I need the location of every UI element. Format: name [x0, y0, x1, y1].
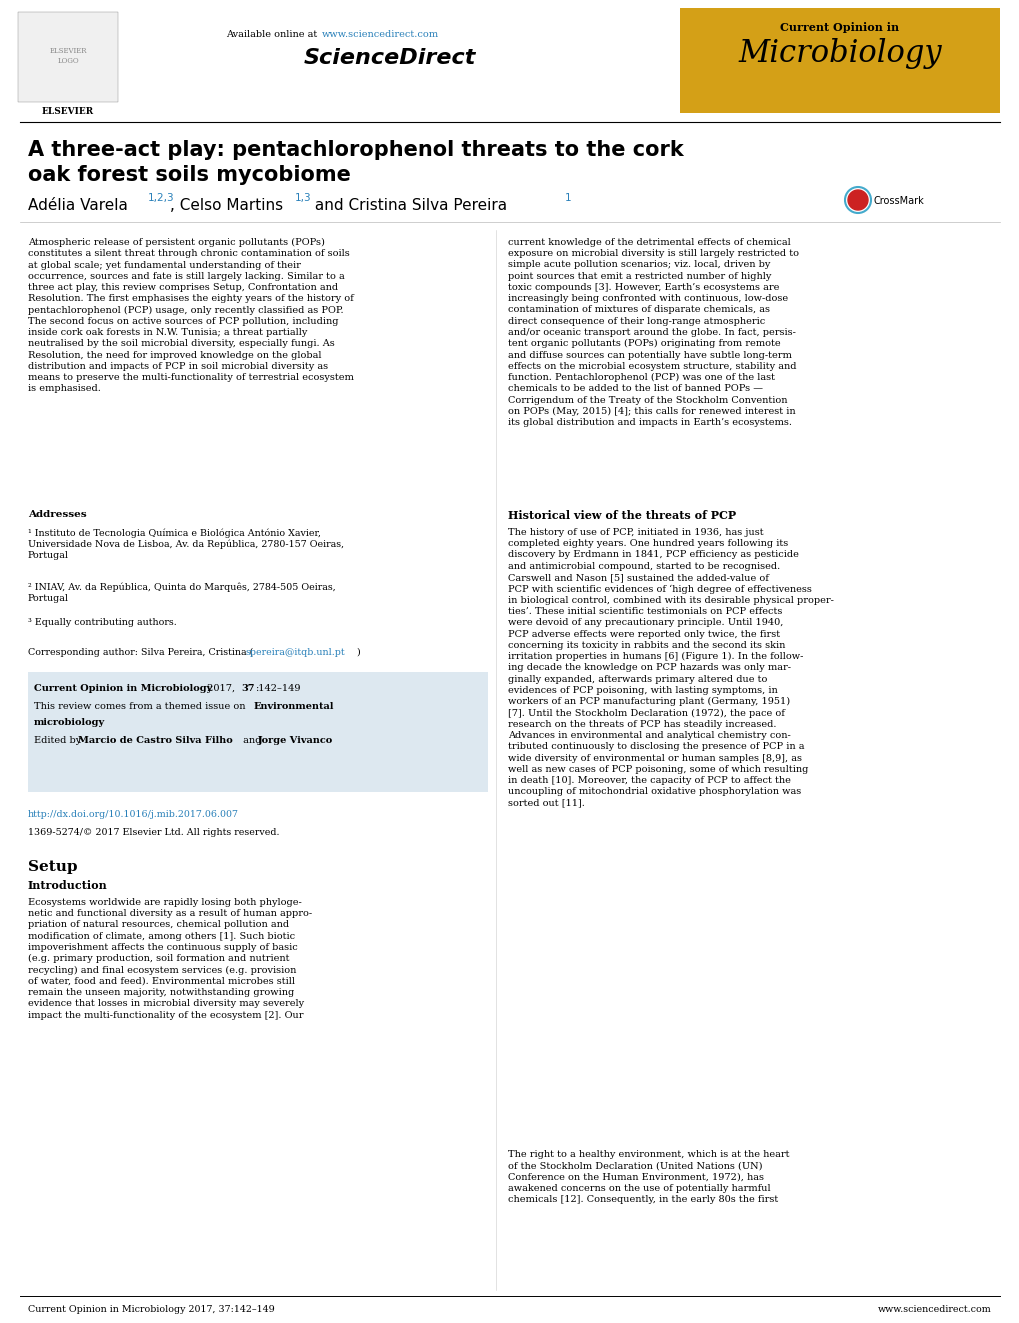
Text: Corresponding author: Silva Pereira, Cristina (: Corresponding author: Silva Pereira, Cri… [28, 648, 253, 658]
Text: 37: 37 [240, 684, 255, 693]
Text: Introduction: Introduction [28, 880, 108, 890]
Text: Microbiology: Microbiology [738, 38, 941, 69]
Text: Current Opinion in Microbiology 2017, 37:142–149: Current Opinion in Microbiology 2017, 37… [28, 1304, 274, 1314]
Text: ¹ Instituto de Tecnologia Química e Biológica António Xavier,
Universidade Nova : ¹ Instituto de Tecnologia Química e Biol… [28, 528, 343, 561]
Bar [680, 8, 999, 112]
Text: ² INIAV, Av. da República, Quinta do Marquês, 2784-505 Oeiras,
Portugal: ² INIAV, Av. da República, Quinta do Mar… [28, 582, 335, 602]
Text: www.sciencedirect.com: www.sciencedirect.com [322, 30, 439, 38]
Text: Atmospheric release of persistent organic pollutants (POPs)
constitutes a silent: Atmospheric release of persistent organi… [28, 238, 354, 393]
Text: spereira@itqb.unl.pt: spereira@itqb.unl.pt [246, 648, 345, 658]
Text: The right to a healthy environment, which is at the heart
of the Stockholm Decla: The right to a healthy environment, whic… [507, 1150, 789, 1204]
Text: oak forest soils mycobiome: oak forest soils mycobiome [28, 165, 351, 185]
Text: www.sciencedirect.com: www.sciencedirect.com [877, 1304, 991, 1314]
Text: ELSEVIER: ELSEVIER [42, 107, 94, 116]
Text: CrossMark: CrossMark [873, 196, 924, 206]
Text: current knowledge of the detrimental effects of chemical
exposure on microbial d: current knowledge of the detrimental eff… [507, 238, 798, 427]
Text: Setup: Setup [28, 860, 77, 875]
Text: Adélia Varela: Adélia Varela [28, 198, 127, 213]
Text: 2017,: 2017, [204, 684, 238, 693]
Text: ³ Equally contributing authors.: ³ Equally contributing authors. [28, 618, 176, 627]
Text: Edited by: Edited by [34, 736, 85, 745]
Text: Environmental: Environmental [254, 703, 334, 710]
Bar [28, 672, 487, 792]
Text: The history of use of PCP, initiated in 1936, has just
completed eighty years. O: The history of use of PCP, initiated in … [507, 528, 834, 807]
Text: ScienceDirect: ScienceDirect [304, 48, 476, 67]
Text: microbiology: microbiology [34, 718, 105, 728]
Text: Marcio de Castro Silva Filho: Marcio de Castro Silva Filho [77, 736, 232, 745]
Text: A three-act play: pentachlorophenol threats to the cork: A three-act play: pentachlorophenol thre… [28, 140, 683, 160]
Text: Available online at: Available online at [225, 30, 320, 38]
Text: 1369-5274/© 2017 Elsevier Ltd. All rights reserved.: 1369-5274/© 2017 Elsevier Ltd. All right… [28, 828, 279, 837]
Text: Current Opinion in Microbiology: Current Opinion in Microbiology [34, 684, 212, 693]
Bar [18, 12, 118, 102]
Text: , Celso Martins: , Celso Martins [170, 198, 283, 213]
Circle shape [847, 191, 867, 210]
Text: 1,3: 1,3 [294, 193, 312, 202]
Text: Jorge Vivanco: Jorge Vivanco [258, 736, 333, 745]
Text: This review comes from a themed issue on: This review comes from a themed issue on [34, 703, 249, 710]
Text: 1,2,3: 1,2,3 [148, 193, 174, 202]
Text: and: and [239, 736, 264, 745]
Text: 1: 1 [565, 193, 571, 202]
Text: Ecosystems worldwide are rapidly losing both phyloge-
netic and functional diver: Ecosystems worldwide are rapidly losing … [28, 898, 312, 1020]
Text: http://dx.doi.org/10.1016/j.mib.2017.06.007: http://dx.doi.org/10.1016/j.mib.2017.06.… [28, 810, 238, 819]
Text: Current Opinion in: Current Opinion in [780, 22, 899, 33]
Text: Historical view of the threats of PCP: Historical view of the threats of PCP [507, 509, 736, 521]
Text: and Cristina Silva Pereira: and Cristina Silva Pereira [310, 198, 506, 213]
Text: Addresses: Addresses [28, 509, 87, 519]
Text: ELSEVIER
LOGO: ELSEVIER LOGO [49, 48, 87, 65]
Text: ): ) [356, 648, 360, 658]
Text: :142–149: :142–149 [256, 684, 302, 693]
